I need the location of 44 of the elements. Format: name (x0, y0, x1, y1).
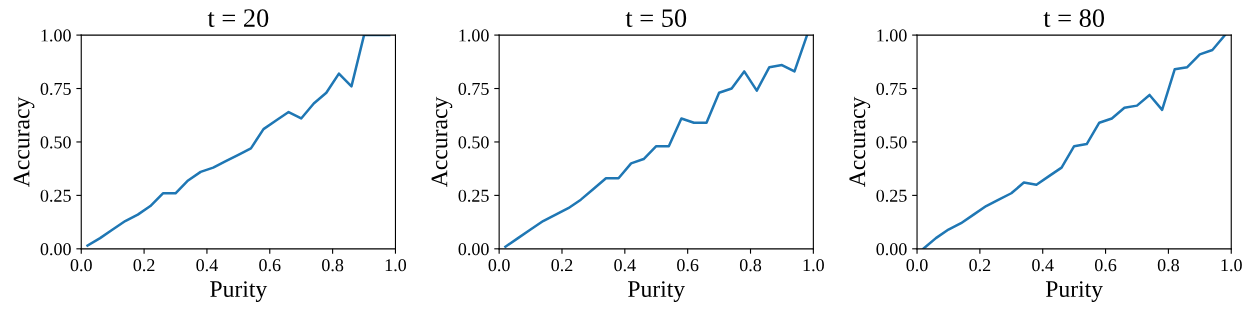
x-tick-label: 0.0 (906, 259, 928, 272)
line-series (922, 35, 1227, 249)
y-tick-label: 0.25 (458, 189, 489, 202)
y-tick-label: 0.50 (876, 136, 907, 149)
y-tick-label: 0.50 (40, 136, 71, 149)
x-tick-label: 0.2 (969, 259, 991, 272)
y-tick-label: 0.50 (458, 136, 489, 149)
y-tick-label: 1.00 (459, 29, 489, 42)
y-tick-label: 0.25 (876, 189, 907, 202)
y-tick-label: 0.75 (876, 82, 907, 96)
x-tick-label: 1.0 (385, 259, 407, 272)
y-axis-title: Accuracy (849, 96, 871, 187)
y-tick-label: 1.00 (877, 29, 907, 42)
x-tick-label: 0.0 (70, 259, 92, 272)
x-tick-label: 0.4 (196, 259, 218, 272)
x-tick-label: 1.0 (803, 259, 824, 272)
x-tick-label: 1.0 (1221, 259, 1242, 272)
x-tick-label: 0.6 (1094, 259, 1117, 272)
x-axis-title: Purity (210, 281, 268, 302)
chart-title: t = 50 (625, 9, 687, 28)
x-tick-label: 0.2 (133, 259, 155, 272)
line-series (504, 35, 809, 248)
y-tick-label: 0.00 (876, 243, 907, 256)
y-tick-label: 0.75 (40, 82, 71, 96)
y-tick-label: 0.00 (40, 243, 71, 256)
x-tick-label: 0.8 (322, 259, 344, 272)
x-tick-label: 0.6 (259, 259, 281, 272)
x-tick-label: 0.0 (488, 259, 510, 272)
x-axis-title: Purity (1045, 281, 1103, 302)
chart-title: t = 20 (207, 9, 269, 28)
y-tick-label: 0.25 (40, 189, 71, 202)
y-tick-label: 0.75 (458, 82, 489, 96)
x-tick-label: 0.2 (551, 259, 573, 272)
y-tick-label: 1.00 (41, 29, 71, 42)
x-tick-label: 0.6 (677, 259, 699, 272)
x-tick-label: 0.8 (739, 259, 762, 272)
x-axis-title: Purity (628, 281, 686, 302)
y-tick-label: 0.00 (458, 243, 489, 256)
y-axis-title: Accuracy (431, 96, 453, 187)
y-axis-title: Accuracy (13, 96, 35, 187)
x-tick-label: 0.4 (1032, 259, 1054, 272)
chart-title: t = 80 (1043, 9, 1105, 28)
x-tick-label: 0.4 (614, 259, 636, 272)
x-tick-label: 0.8 (1157, 259, 1179, 272)
